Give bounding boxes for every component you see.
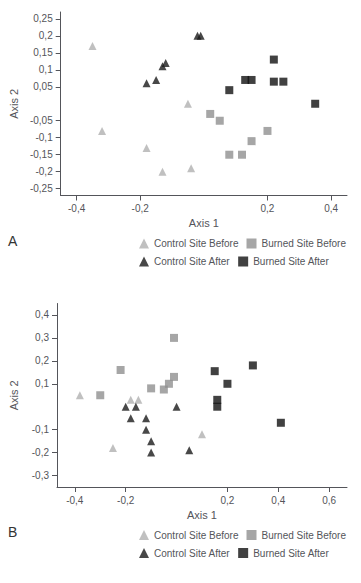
svg-text:A: A xyxy=(8,233,18,249)
svg-text:-0,3: -0,3 xyxy=(32,470,50,481)
svg-text:-0,15: -0,15 xyxy=(30,149,53,160)
svg-text:Burned Site After: Burned Site After xyxy=(253,548,329,559)
svg-text:-0,2: -0,2 xyxy=(117,495,135,506)
svg-text:0,4: 0,4 xyxy=(324,203,338,214)
svg-text:Control Site Before: Control Site Before xyxy=(154,530,239,541)
svg-text:-0,1: -0,1 xyxy=(35,132,53,143)
svg-text:0,2: 0,2 xyxy=(220,495,234,506)
svg-text:0,15: 0,15 xyxy=(33,47,53,58)
svg-text:0,3: 0,3 xyxy=(35,332,49,343)
svg-text:-0,2: -0,2 xyxy=(35,166,53,177)
svg-text:-0,4: -0,4 xyxy=(68,203,86,214)
svg-text:-0,2: -0,2 xyxy=(32,447,50,458)
svg-text:0,05: 0,05 xyxy=(33,81,53,92)
svg-text:0,2: 0,2 xyxy=(39,30,53,41)
svg-text:Burned Site After: Burned Site After xyxy=(253,256,329,267)
svg-text:Burned Site Before: Burned Site Before xyxy=(262,530,347,541)
svg-text:-0,4: -0,4 xyxy=(66,495,84,506)
svg-text:0,1: 0,1 xyxy=(35,378,49,389)
svg-text:-0,05: -0,05 xyxy=(30,115,53,126)
svg-text:Control Site Before: Control Site Before xyxy=(154,238,239,249)
svg-text:Axis 1: Axis 1 xyxy=(189,217,219,229)
svg-text:0,1: 0,1 xyxy=(39,64,53,75)
svg-text:Control Site After: Control Site After xyxy=(154,256,230,267)
svg-text:-0,1: -0,1 xyxy=(32,424,50,435)
svg-text:0,2: 0,2 xyxy=(261,203,275,214)
svg-text:0,25: 0,25 xyxy=(33,13,53,24)
svg-text:Burned Site Before: Burned Site Before xyxy=(262,238,347,249)
svg-text:Axis 2: Axis 2 xyxy=(8,380,20,410)
svg-text:Axis 1: Axis 1 xyxy=(187,509,217,521)
svg-text:0,4: 0,4 xyxy=(271,495,285,506)
svg-text:-0,2: -0,2 xyxy=(132,203,150,214)
svg-text:-0,25: -0,25 xyxy=(30,183,53,194)
svg-text:B: B xyxy=(8,524,17,540)
svg-text:0,6: 0,6 xyxy=(322,495,336,506)
svg-text:Control Site After: Control Site After xyxy=(154,548,230,559)
svg-text:0,4: 0,4 xyxy=(35,309,49,320)
svg-text:0,2: 0,2 xyxy=(35,355,49,366)
svg-text:Axis 2: Axis 2 xyxy=(8,89,20,119)
